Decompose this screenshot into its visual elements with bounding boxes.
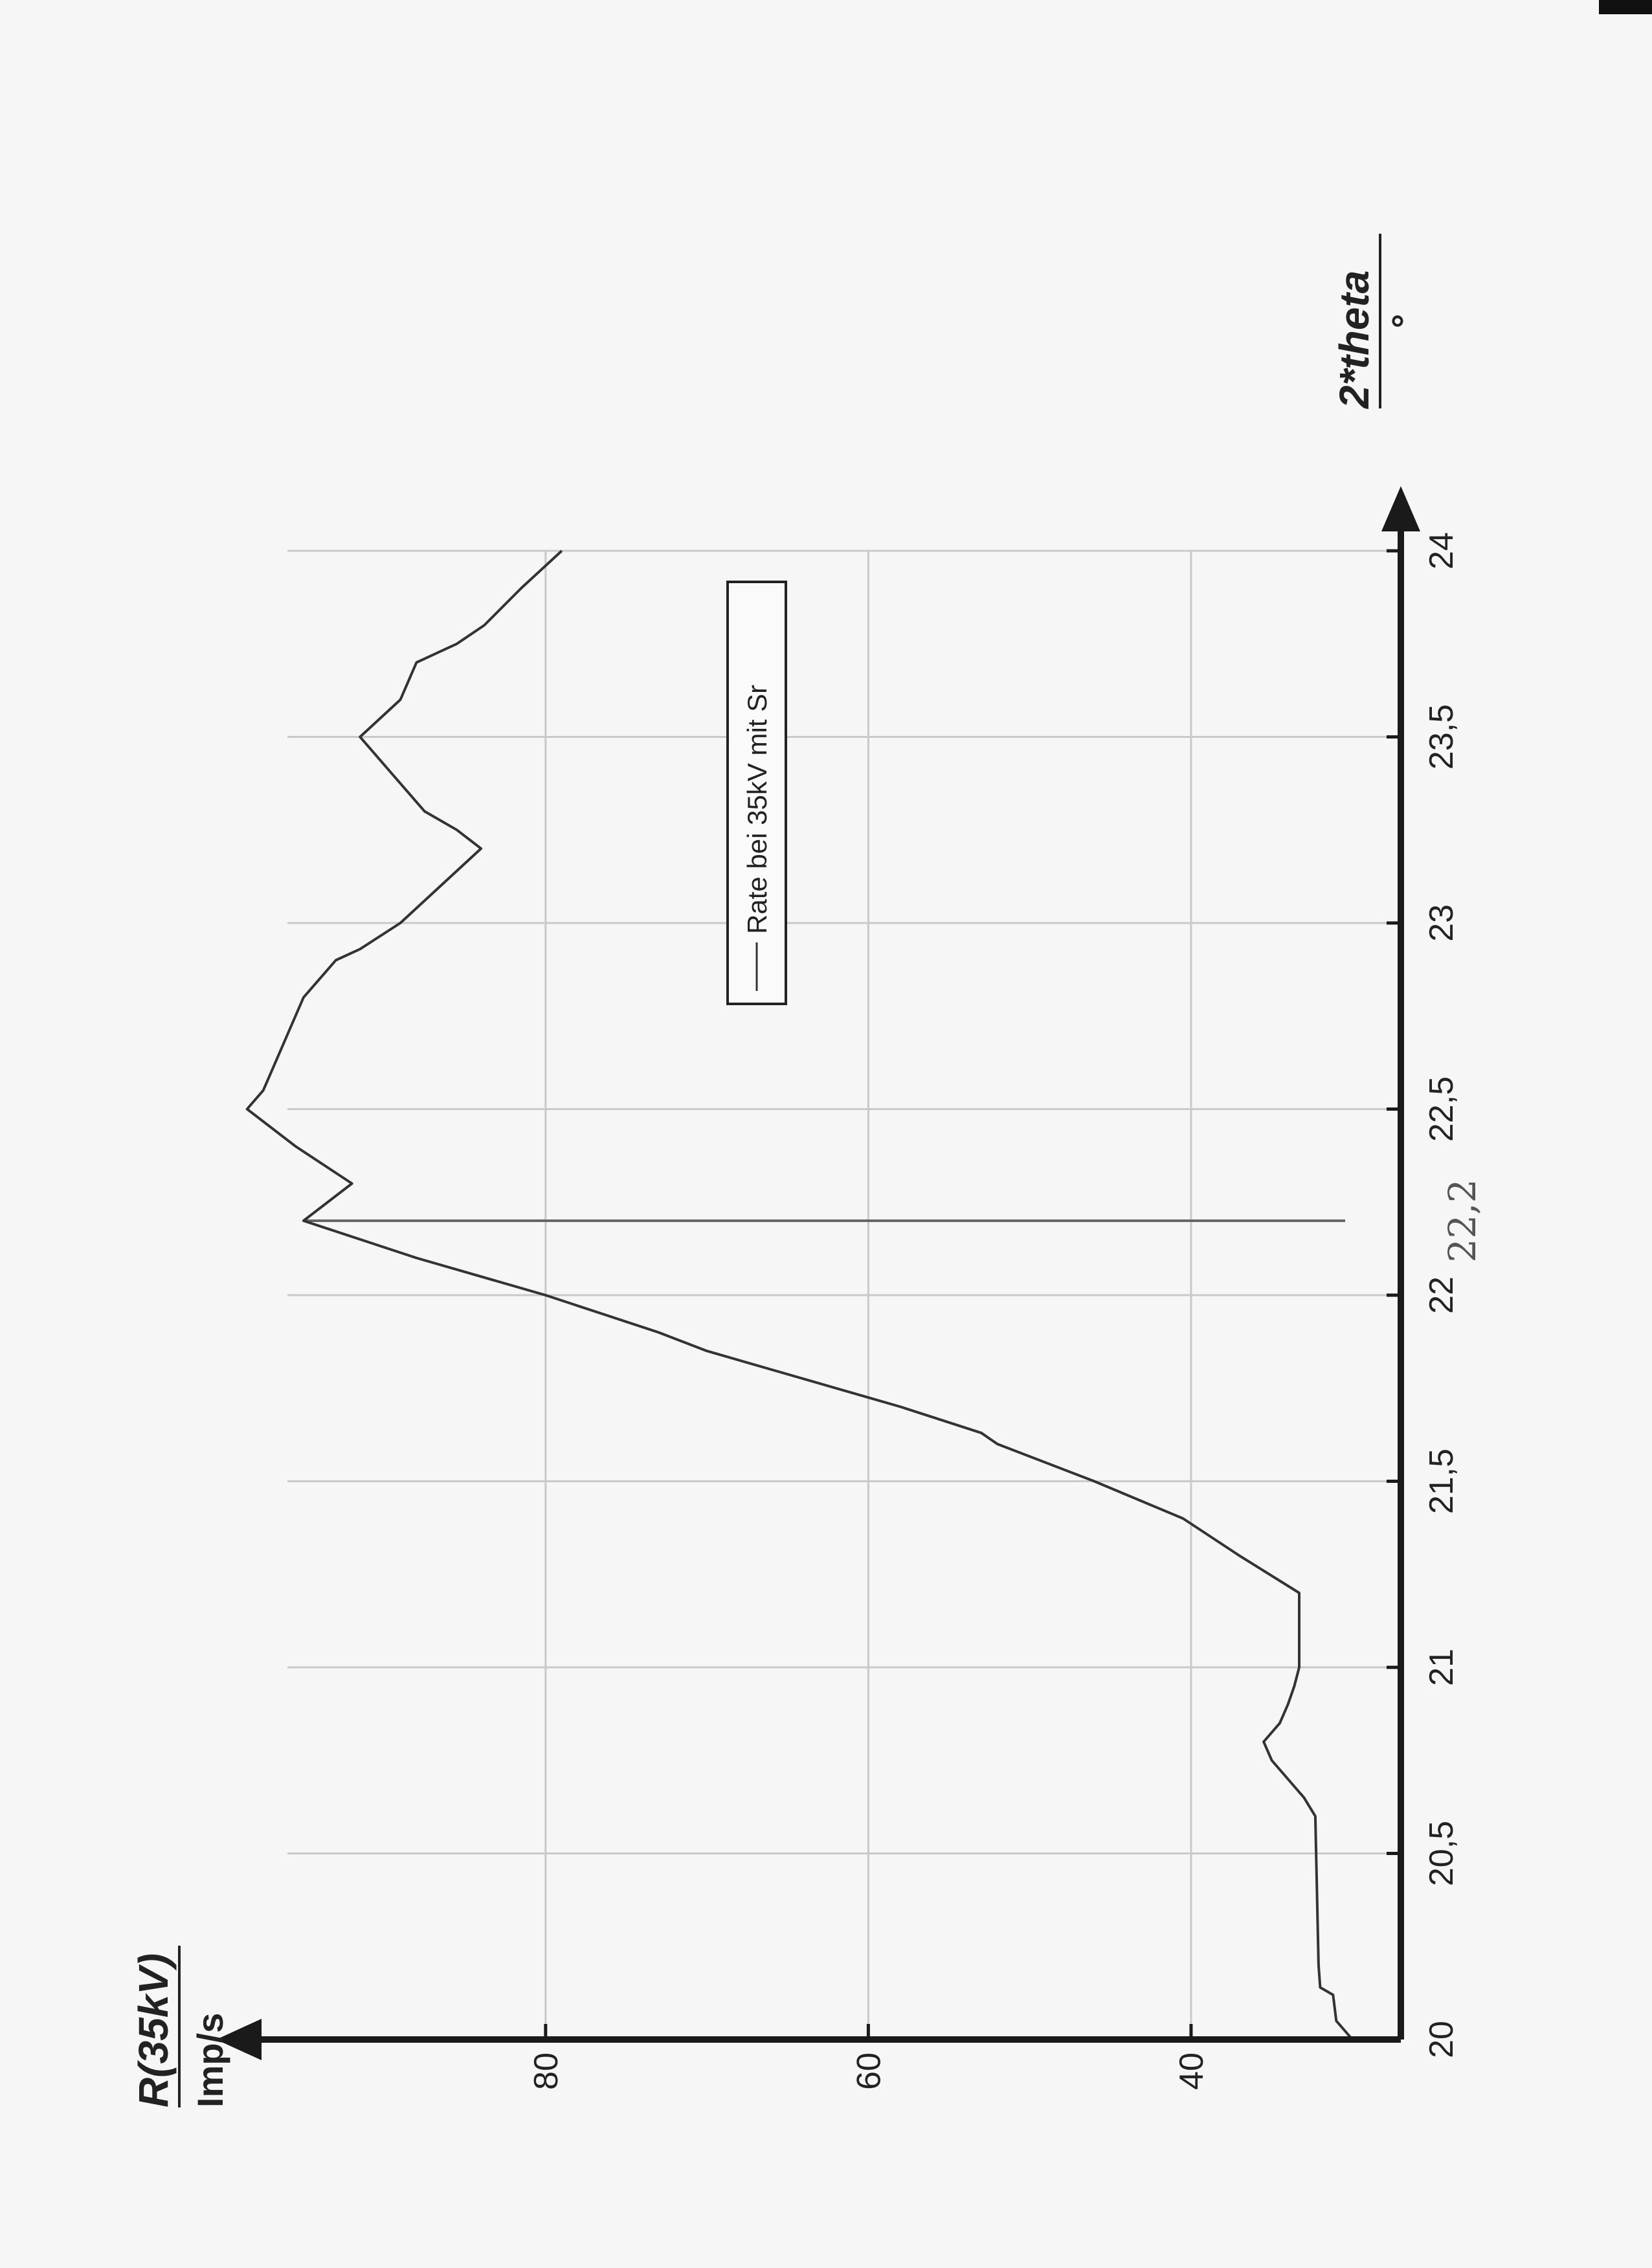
scan-edge-mark bbox=[1599, 0, 1652, 14]
y-tick-label: 60 bbox=[850, 2052, 887, 2090]
x-tick-label: 22,5 bbox=[1423, 1076, 1460, 1142]
x-tick-label: 21 bbox=[1423, 1649, 1460, 1686]
data-series-line bbox=[245, 550, 1354, 2041]
x-axis-label: 2*theta bbox=[1331, 271, 1378, 409]
y-axis-title: R(35kV) Imp/s bbox=[130, 1946, 230, 2107]
y-axis-arrow-icon bbox=[216, 2019, 262, 2060]
y-axis-unit: Imp/s bbox=[190, 2013, 230, 2107]
x-tick-label: 22 bbox=[1423, 1276, 1460, 1314]
legend: Rate bei 35kV mit Sr bbox=[726, 581, 787, 1005]
y-axis bbox=[216, 2019, 1401, 2060]
x-tick-label: 20,5 bbox=[1423, 1821, 1460, 1886]
x-ticks: 20 20,5 21 21,5 22 22,5 23 23,5 24 bbox=[1387, 532, 1460, 2058]
x-tick-label: 24 bbox=[1423, 532, 1460, 570]
x-tick-label: 20 bbox=[1423, 2021, 1460, 2058]
x-axis-arrow-icon bbox=[1381, 486, 1420, 531]
x-axis-title: 2*theta ° bbox=[1331, 234, 1425, 409]
legend-label: Rate bei 35kV mit Sr bbox=[742, 685, 772, 934]
y-tick-label: 40 bbox=[1173, 2052, 1211, 2090]
x-tick-label: 23,5 bbox=[1423, 704, 1460, 770]
y-axis-label: R(35kV) bbox=[130, 1953, 177, 2107]
x-tick-label: 23 bbox=[1423, 904, 1460, 942]
x-tick-label: 21,5 bbox=[1423, 1449, 1460, 1514]
y-ticks: 40 60 80 bbox=[528, 2024, 1211, 2090]
x-axis-unit: ° bbox=[1384, 314, 1425, 328]
grid bbox=[287, 550, 1401, 2040]
handwritten-annotation: 22,2 bbox=[1440, 1179, 1484, 1262]
y-tick-label: 80 bbox=[528, 2052, 565, 2090]
x-axis bbox=[1381, 486, 1420, 2040]
legend-box bbox=[726, 581, 787, 1005]
